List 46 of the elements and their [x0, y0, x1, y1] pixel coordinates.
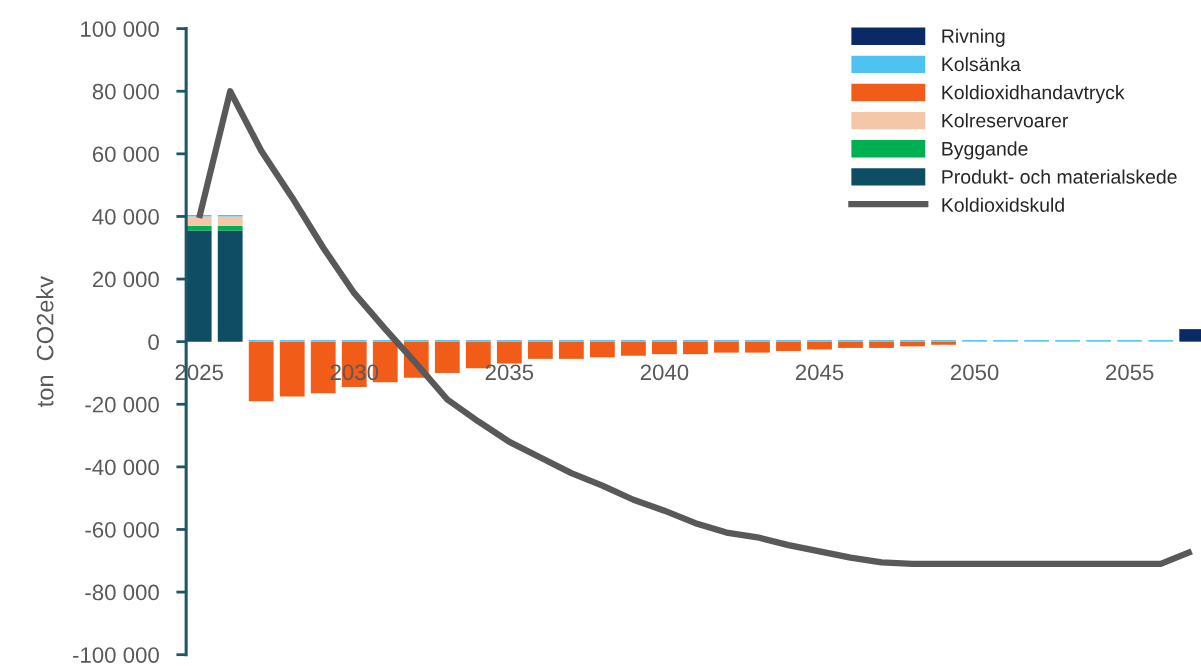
bar: [869, 341, 894, 348]
y-tick-label: -80 000: [85, 584, 159, 601]
bar: [745, 341, 770, 353]
x-tick-label: 2035: [485, 364, 534, 381]
legend-label: Byggande: [942, 141, 1028, 160]
bar: [279, 341, 305, 397]
bar: [683, 341, 708, 355]
y-tick-label: 20 000: [92, 271, 159, 288]
legend-label: Koldioxidskuld: [942, 197, 1064, 212]
x-tick-label: 2055: [1106, 364, 1154, 381]
y-tick-label: -100 000: [73, 647, 159, 663]
x-tick-label: 2050: [950, 364, 999, 381]
bar: [652, 341, 677, 355]
bar: [714, 341, 739, 353]
bar: [558, 341, 584, 359]
bar: [186, 225, 212, 231]
x-tick-label: 2040: [640, 364, 689, 381]
legend-label: Rivning: [942, 28, 1005, 47]
bar: [217, 230, 243, 342]
bar: [776, 341, 801, 352]
legend-label: Kolreservoarer: [942, 113, 1069, 128]
x-tick-label: 2045: [795, 364, 844, 381]
bar: [186, 230, 212, 342]
bar: [496, 341, 522, 364]
legend-label: Produkt- och materialskede: [942, 169, 1177, 184]
y-tick-label: 100 000: [81, 21, 159, 37]
bar: [217, 216, 243, 226]
y-tick-label: -40 000: [85, 459, 159, 476]
bar: [186, 216, 212, 226]
bar: [589, 341, 615, 358]
bar: [838, 341, 863, 348]
y-tick-label: -60 000: [85, 522, 159, 538]
y-tick-label: 0: [148, 334, 159, 350]
legend-label: Kolsänka: [942, 56, 1021, 72]
bar: [527, 341, 553, 359]
y-axis-title: ton CO2ekv: [36, 276, 54, 407]
bar: [248, 341, 274, 402]
y-tick-label: 80 000: [92, 83, 159, 100]
legend-label: Koldioxidhandavtryck: [942, 85, 1125, 104]
y-tick-label: 60 000: [92, 146, 159, 163]
bar: [217, 225, 243, 231]
bar: [807, 341, 832, 350]
y-tick-label: -20 000: [85, 396, 159, 413]
y-tick-label: 40 000: [92, 208, 159, 225]
bar: [434, 341, 460, 373]
bar: [621, 341, 646, 356]
